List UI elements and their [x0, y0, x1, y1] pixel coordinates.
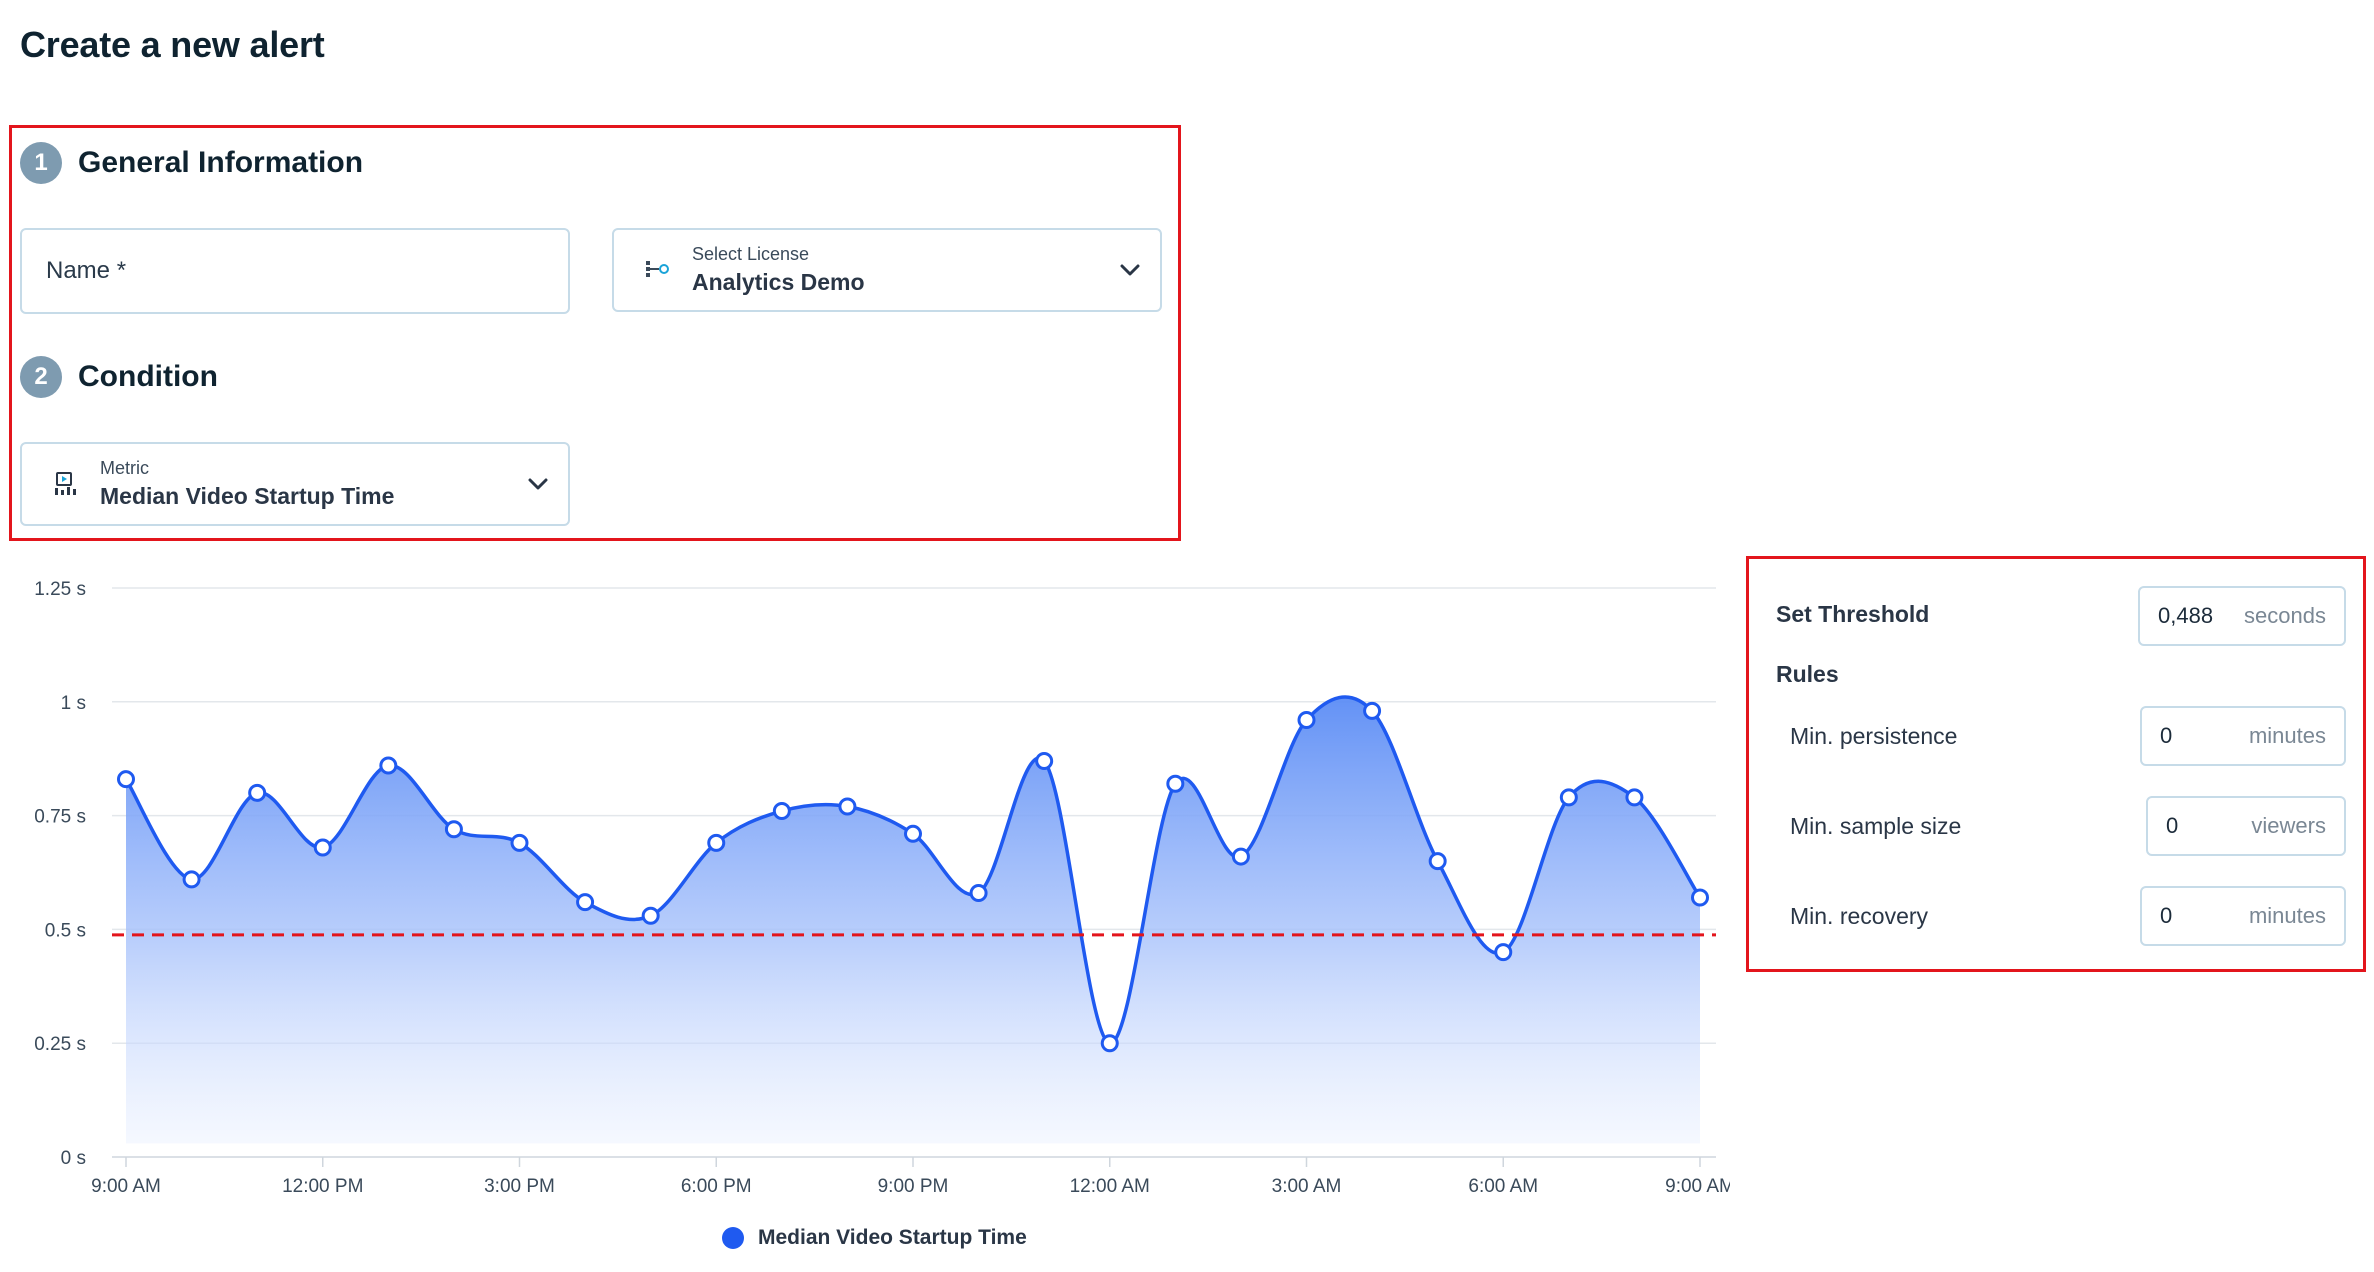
data-point	[707, 833, 726, 852]
y-tick-label: 0.5 s	[45, 920, 86, 941]
step-badge-1: 1	[20, 142, 62, 184]
license-select[interactable]: Select License Analytics Demo	[612, 228, 1162, 312]
name-input[interactable]	[22, 230, 568, 312]
min-recovery-input[interactable]: 0 minutes	[2140, 886, 2346, 946]
series-area-fill	[126, 696, 1700, 1144]
x-tick-label: 9:00 AM	[91, 1176, 161, 1197]
data-point	[1100, 1034, 1119, 1053]
min-sample-size-input[interactable]: 0 viewers	[2146, 796, 2346, 856]
data-point	[379, 756, 398, 775]
x-tick-label: 6:00 PM	[681, 1176, 752, 1197]
set-threshold-label: Set Threshold	[1776, 601, 1930, 627]
license-select-label: Select License	[692, 244, 810, 264]
data-point	[1035, 751, 1054, 770]
x-tick-label: 12:00 AM	[1070, 1176, 1150, 1197]
license-icon	[642, 259, 674, 281]
general-condition-highlight-box	[9, 125, 1181, 541]
condition-section-header: 2 Condition	[20, 356, 218, 398]
chart-legend[interactable]: Median Video Startup Time	[722, 1226, 1027, 1250]
metric-select[interactable]: Metric Median Video Startup Time	[20, 442, 570, 526]
data-point	[117, 770, 135, 789]
threshold-unit: seconds	[2244, 603, 2326, 628]
min-sample-size-unit: viewers	[2251, 813, 2326, 838]
condition-title: Condition	[78, 360, 218, 393]
rule-label-min-persistence: Min. persistence	[1790, 723, 1958, 749]
metric-chart: 0 s 0.25 s 0.5 s 0.75 s 1 s 1.25 s 9:00 AM 12:0…	[0, 560, 1730, 1272]
x-tick-label: 9:00 AM	[1665, 1176, 1730, 1197]
data-point	[969, 883, 988, 902]
x-tick-label: 3:00 PM	[484, 1176, 555, 1197]
threshold-input[interactable]: 0,488 seconds	[2138, 586, 2346, 646]
min-persistence-unit: minutes	[2248, 723, 2326, 748]
data-point	[1494, 943, 1513, 962]
chevron-down-icon	[1112, 264, 1148, 276]
metric-select-value: Median Video Startup Time	[100, 483, 395, 509]
min-persistence-value: 0	[2160, 723, 2173, 748]
x-tick-label: 6:00 AM	[1468, 1176, 1538, 1197]
legend-series-marker	[722, 1227, 744, 1249]
license-select-value: Analytics Demo	[692, 269, 865, 295]
data-point	[248, 783, 267, 802]
data-point	[1625, 788, 1644, 807]
general-information-section-header: 1 General Information	[20, 142, 363, 184]
y-tick-label: 0.75 s	[34, 807, 86, 828]
metric-chart-svg: 0 s 0.25 s 0.5 s 0.75 s 1 s 1.25 s 9:00 AM 12:0…	[34, 579, 1730, 1197]
y-tick-label: 0 s	[61, 1148, 86, 1169]
data-point	[1428, 852, 1447, 871]
data-point	[1691, 888, 1709, 907]
y-tick-label: 1.25 s	[34, 579, 86, 600]
metric-select-label: Metric	[100, 458, 149, 478]
data-point	[1363, 701, 1382, 720]
y-tick-label: 0.25 s	[34, 1034, 86, 1055]
x-tick-label: 3:00 AM	[1272, 1176, 1342, 1197]
step-badge-2: 2	[20, 356, 62, 398]
data-point	[1231, 847, 1250, 866]
rules-label: Rules	[1776, 661, 1839, 687]
data-point	[444, 820, 463, 839]
threshold-value: 0,488	[2158, 603, 2214, 628]
min-persistence-input[interactable]: 0 minutes	[2140, 706, 2346, 766]
legend-series-label: Median Video Startup Time	[758, 1226, 1027, 1249]
data-point	[313, 838, 332, 857]
x-tick-label: 9:00 PM	[878, 1176, 949, 1197]
page-title: Create a new alert	[20, 24, 325, 65]
general-information-title: General Information	[78, 146, 364, 179]
threshold-highlight-box	[1746, 556, 2366, 972]
data-point	[576, 893, 595, 912]
x-tick-label: 12:00 PM	[282, 1176, 363, 1197]
rule-label-min-recovery: Min. recovery	[1790, 903, 1929, 929]
video-metric-icon	[50, 471, 82, 497]
name-field[interactable]	[20, 228, 570, 314]
y-tick-label: 1 s	[61, 693, 86, 714]
min-recovery-value: 0	[2160, 903, 2173, 928]
data-point	[1559, 788, 1578, 807]
data-point	[838, 797, 857, 816]
data-point	[182, 870, 201, 889]
rule-label-min-sample-size: Min. sample size	[1790, 813, 1962, 839]
data-point	[510, 833, 529, 852]
data-point	[1297, 711, 1316, 730]
data-point	[641, 906, 660, 925]
min-recovery-unit: minutes	[2248, 903, 2326, 928]
min-sample-size-value: 0	[2166, 813, 2179, 838]
data-point	[904, 824, 922, 843]
data-point	[1166, 774, 1185, 793]
data-point	[772, 802, 791, 821]
chevron-down-icon	[520, 478, 556, 490]
